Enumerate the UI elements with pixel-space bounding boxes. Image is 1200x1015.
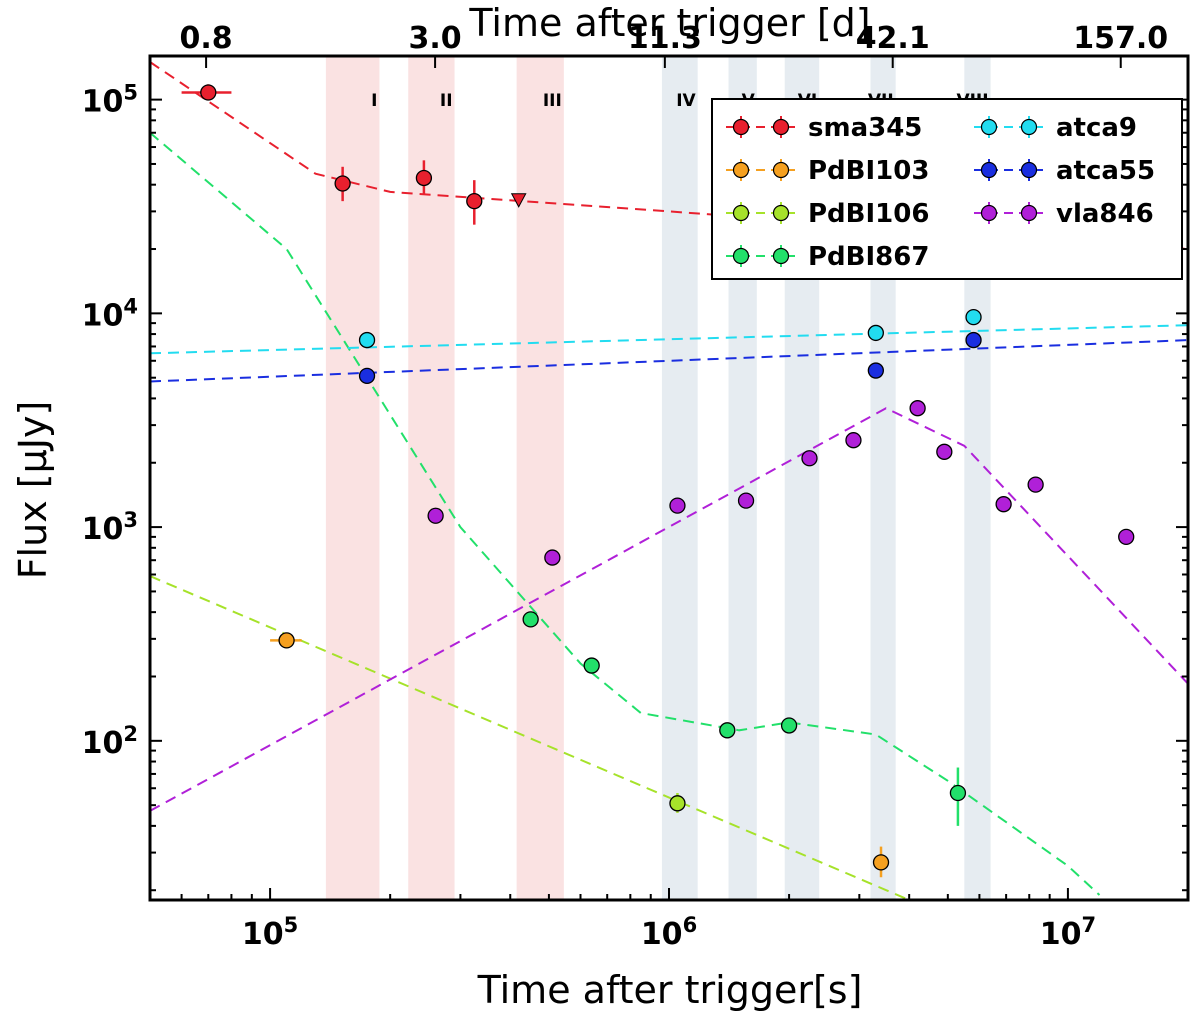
PdBI867-point-2 bbox=[719, 722, 736, 739]
legend-marker-atca55 bbox=[1020, 161, 1038, 179]
vla846-point-4 bbox=[801, 450, 818, 467]
PdBI103-point-1 bbox=[872, 854, 890, 871]
top-tick-label: 3.0 bbox=[409, 21, 462, 56]
legend-marker-atca9 bbox=[980, 118, 998, 136]
vla846-point-8 bbox=[995, 496, 1012, 513]
y-axis-title: Flux [μJy] bbox=[11, 401, 55, 580]
atca55-point-1 bbox=[867, 362, 884, 379]
y-tick-label: 105 bbox=[82, 81, 138, 120]
PdBI106-point-0 bbox=[669, 795, 686, 812]
vla846-model-curve bbox=[150, 407, 1188, 812]
epoch-band-iii bbox=[516, 56, 564, 900]
epoch-label-iv: IV bbox=[676, 91, 696, 111]
legend-marker-PdBI867 bbox=[772, 247, 790, 265]
legend-label-PdBI867: PdBI867 bbox=[808, 242, 929, 272]
atca9-point-1 bbox=[867, 324, 884, 342]
sma345-upper-limit-0 bbox=[510, 193, 527, 208]
legend-marker-PdBI103 bbox=[772, 161, 790, 179]
vla846-point-5 bbox=[845, 432, 862, 449]
vla846-point-0 bbox=[427, 507, 444, 524]
vla846-point-7 bbox=[936, 443, 953, 460]
legend-label-atca9: atca9 bbox=[1056, 113, 1137, 143]
legend-marker-PdBI106 bbox=[732, 204, 750, 222]
legend-label-PdBI103: PdBI103 bbox=[808, 156, 929, 186]
epoch-band-ii bbox=[408, 56, 455, 900]
x-tick-label: 105 bbox=[242, 913, 298, 952]
vla846-point-9 bbox=[1027, 476, 1044, 493]
x-tick-label: 106 bbox=[641, 913, 697, 952]
sma345-point-0 bbox=[200, 84, 217, 101]
x-tick-label: 107 bbox=[1040, 913, 1096, 952]
vla846-point-6 bbox=[909, 400, 926, 417]
y-tick-label: 104 bbox=[82, 294, 138, 333]
epoch-band-i bbox=[325, 56, 380, 900]
y-tick-label: 103 bbox=[82, 508, 138, 547]
top-axis-title: Time after trigger [d] bbox=[468, 1, 870, 45]
legend-marker-PdBI106 bbox=[772, 204, 790, 222]
top-tick-label: 11.3 bbox=[628, 21, 702, 56]
y-tick-label: 102 bbox=[82, 722, 138, 761]
legend-marker-PdBI867 bbox=[732, 247, 750, 265]
atca55-point-0 bbox=[358, 367, 376, 385]
legend-box bbox=[711, 98, 1183, 280]
top-tick-label: 42.1 bbox=[856, 21, 930, 56]
legend-marker-vla846 bbox=[1020, 204, 1038, 222]
sma345-point-3 bbox=[466, 192, 483, 210]
atca9-point-2 bbox=[965, 308, 982, 326]
legend-label-PdBI106: PdBI106 bbox=[808, 199, 929, 229]
sma345-point-2 bbox=[415, 169, 433, 187]
sma345-point-1 bbox=[334, 175, 351, 192]
data-points bbox=[200, 84, 1135, 871]
legend-marker-vla846 bbox=[980, 204, 998, 222]
atca9-model-curve bbox=[150, 324, 1188, 355]
epoch-label-iii: III bbox=[543, 91, 562, 111]
x-axis-title: Time after trigger[s] bbox=[477, 968, 863, 1012]
tick-labels: 105 106 107 102 103 104 105 0.8 3.0 11.3 42.1 157.0 bbox=[82, 21, 1169, 952]
legend-label-vla846: vla846 bbox=[1056, 199, 1154, 229]
legend-marker-sma345 bbox=[732, 118, 750, 136]
vla846-point-2 bbox=[669, 497, 686, 514]
PdBI867-point-0 bbox=[522, 611, 539, 628]
PdBI867-point-4 bbox=[949, 784, 967, 802]
epoch-label-ii: II bbox=[440, 91, 453, 111]
top-tick-label: 157.0 bbox=[1073, 21, 1168, 56]
vla846-point-10 bbox=[1118, 528, 1135, 546]
PdBI106-model-curve bbox=[150, 575, 910, 900]
legend-label-atca55: atca55 bbox=[1056, 156, 1155, 186]
PdBI867-point-3 bbox=[780, 717, 798, 734]
vla846-point-3 bbox=[737, 492, 755, 509]
legend-label-sma345: sma345 bbox=[808, 113, 922, 143]
legend-marker-sma345 bbox=[772, 118, 790, 136]
atca9-point-0 bbox=[358, 331, 376, 349]
PdBI867-model-curve bbox=[150, 131, 1101, 896]
top-tick-label: 0.8 bbox=[180, 21, 233, 56]
legend-marker-atca55 bbox=[980, 161, 998, 179]
atca55-model-curve bbox=[150, 339, 1188, 383]
epoch-band-iv bbox=[661, 56, 698, 900]
legend-marker-atca9 bbox=[1020, 118, 1038, 136]
PdBI103-point-0 bbox=[278, 632, 295, 649]
epoch-label-i: I bbox=[371, 91, 377, 111]
PdBI867-point-1 bbox=[583, 657, 600, 674]
legend-marker-PdBI103 bbox=[732, 161, 750, 179]
atca55-point-2 bbox=[965, 331, 982, 349]
vla846-point-1 bbox=[544, 549, 561, 566]
axis-ticks bbox=[149, 56, 1189, 900]
legend: sma345 PdBI103 PdBI106 PdBI867 atca9 atca55 vl… bbox=[711, 98, 1183, 280]
